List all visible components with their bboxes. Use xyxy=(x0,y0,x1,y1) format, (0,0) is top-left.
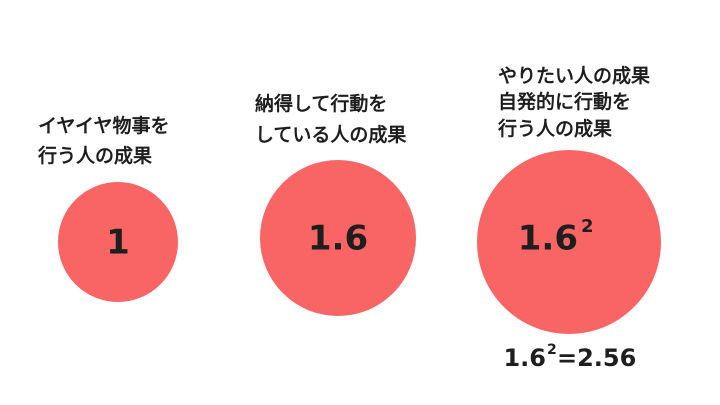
caption-line: 行う人の成果 xyxy=(497,117,612,140)
value-base: 1.6 xyxy=(518,219,578,259)
caption-line: している人の成果 xyxy=(255,123,406,146)
caption-line: 納得して行動を xyxy=(255,92,387,115)
value: 1 xyxy=(106,223,130,263)
value-exponent: 2 xyxy=(581,216,594,237)
equation-base: 1.6 xyxy=(503,344,546,372)
equation-result: =2.56 xyxy=(557,344,636,372)
equation-exponent: 2 xyxy=(547,342,557,358)
circle xyxy=(477,150,661,334)
caption-line: 自発的に行動を xyxy=(498,90,631,113)
circle xyxy=(58,182,178,302)
caption-line: 行う人の成果 xyxy=(37,144,152,167)
circle xyxy=(260,160,416,316)
value: 1.6 xyxy=(308,219,368,259)
caption-line: やりたい人の成果 xyxy=(498,64,650,87)
caption-line: イヤイヤ物事を xyxy=(38,114,169,137)
